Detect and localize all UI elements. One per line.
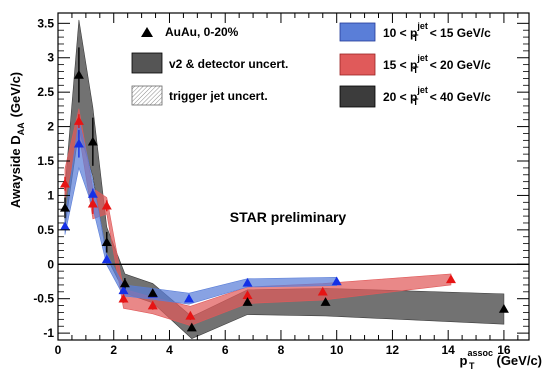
y-tick-label: 2 <box>47 120 54 134</box>
y-tick-label: 1.5 <box>37 154 54 168</box>
marker-s0-p6 <box>183 293 194 303</box>
legend-marker-triangle <box>141 27 153 37</box>
legend-swatch-series-10-15 <box>339 22 376 42</box>
marker-s1-p0 <box>59 178 70 188</box>
marker-s0-p8 <box>331 276 342 286</box>
marker-s1-p4 <box>118 293 129 303</box>
marker-s0-p4 <box>118 285 129 295</box>
marker-s2-p8 <box>320 297 331 306</box>
legend-label-trigger-jet: trigger jet uncert. <box>169 89 268 103</box>
legend: AuAu, 0-20% v2 & detector uncert. trigge… <box>131 21 491 108</box>
marker-s1-p7 <box>242 290 253 300</box>
legend-swatch-v2-detector <box>131 52 163 74</box>
x-tick-label: 10 <box>330 343 344 357</box>
legend-label-series-10-15: 10 < pjet T < 15 GeV/c <box>383 21 491 43</box>
marker-s1-p5 <box>147 300 158 310</box>
legend-item-v2-detector: v2 & detector uncert. <box>131 52 288 74</box>
x-tick-label: 0 <box>55 343 62 357</box>
marker-s2-p4 <box>119 278 130 288</box>
marker-s1-p9 <box>445 274 456 284</box>
marker-s2-p9 <box>498 304 509 313</box>
marker-s1-p2 <box>87 198 98 208</box>
marker-s1-p6 <box>185 310 196 320</box>
legend-item-series-10-15: 10 < pjet T < 15 GeV/c <box>339 21 491 43</box>
x-tick-label: 2 <box>110 343 117 357</box>
y-tick-label: 3 <box>47 51 54 65</box>
legend-label-series-20-40: 20 < pjet T < 40 GeV/c <box>383 85 491 107</box>
legend-swatch-trigger-jet <box>131 85 163 106</box>
y-tick-labels: -1 -0.5 0 0.5 1 1.5 2 2.5 3 3.5 <box>33 16 54 340</box>
marker-s2-p5 <box>147 288 158 297</box>
y-tick-label: 0.5 <box>37 223 54 237</box>
legend-label-v2-detector: v2 & detector uncert. <box>169 57 288 71</box>
marker-s0-p1 <box>73 138 84 148</box>
data-markers <box>59 69 509 332</box>
axis-ticks <box>57 13 529 340</box>
marker-s0-p0 <box>59 221 70 231</box>
marker-s1-p1 <box>73 116 84 125</box>
legend-label-auau: AuAu, 0-20% <box>165 25 239 39</box>
x-tick-labels: 0 2 4 6 8 10 12 14 16 <box>55 343 511 357</box>
marker-s1-p8 <box>317 286 328 296</box>
marker-s2-p7 <box>242 297 253 306</box>
marker-s0-p7 <box>242 277 253 287</box>
y-tick-label: 0 <box>47 257 54 271</box>
marker-s2-p6 <box>186 322 197 332</box>
legend-item-auau: AuAu, 0-20% <box>141 25 239 39</box>
legend-item-series-15-20: 15 < pjet T < 20 GeV/c <box>339 53 491 76</box>
marker-s0-p3 <box>101 254 112 264</box>
y-tick-label: 3.5 <box>37 16 54 30</box>
legend-item-series-20-40: 20 < pjet T < 40 GeV/c <box>339 85 491 108</box>
marker-s2-p1 <box>73 69 84 79</box>
legend-swatch-series-20-40 <box>339 85 376 108</box>
star-preliminary-label: STAR preliminary <box>230 209 347 225</box>
plot-frame <box>57 12 530 341</box>
legend-label-series-15-20: 15 < pjet T < 20 GeV/c <box>383 53 491 75</box>
y-tick-label: -1 <box>43 326 54 340</box>
marker-s2-p2 <box>87 136 98 146</box>
x-tick-label: 12 <box>386 343 400 357</box>
marker-s1-p3 <box>101 200 112 210</box>
y-tick-label: 1 <box>47 188 54 202</box>
y-tick-label: -0.5 <box>33 292 54 306</box>
marker-s2-p3 <box>101 237 112 246</box>
legend-item-trigger-jet: trigger jet uncert. <box>131 85 268 106</box>
x-axis-title: passoc T (GeV/c) <box>460 348 543 371</box>
x-tick-label: 4 <box>166 343 173 357</box>
y-axis-title: Awayside DAA(GeV/c) <box>8 72 26 208</box>
legend-swatch-series-15-20 <box>339 53 376 76</box>
y-tick-label: 2.5 <box>37 85 54 99</box>
x-tick-label: 14 <box>441 343 455 357</box>
x-tick-label: 6 <box>222 343 229 357</box>
x-tick-label: 16 <box>497 343 511 357</box>
x-tick-label: 8 <box>278 343 285 357</box>
marker-s0-p2 <box>87 189 98 198</box>
